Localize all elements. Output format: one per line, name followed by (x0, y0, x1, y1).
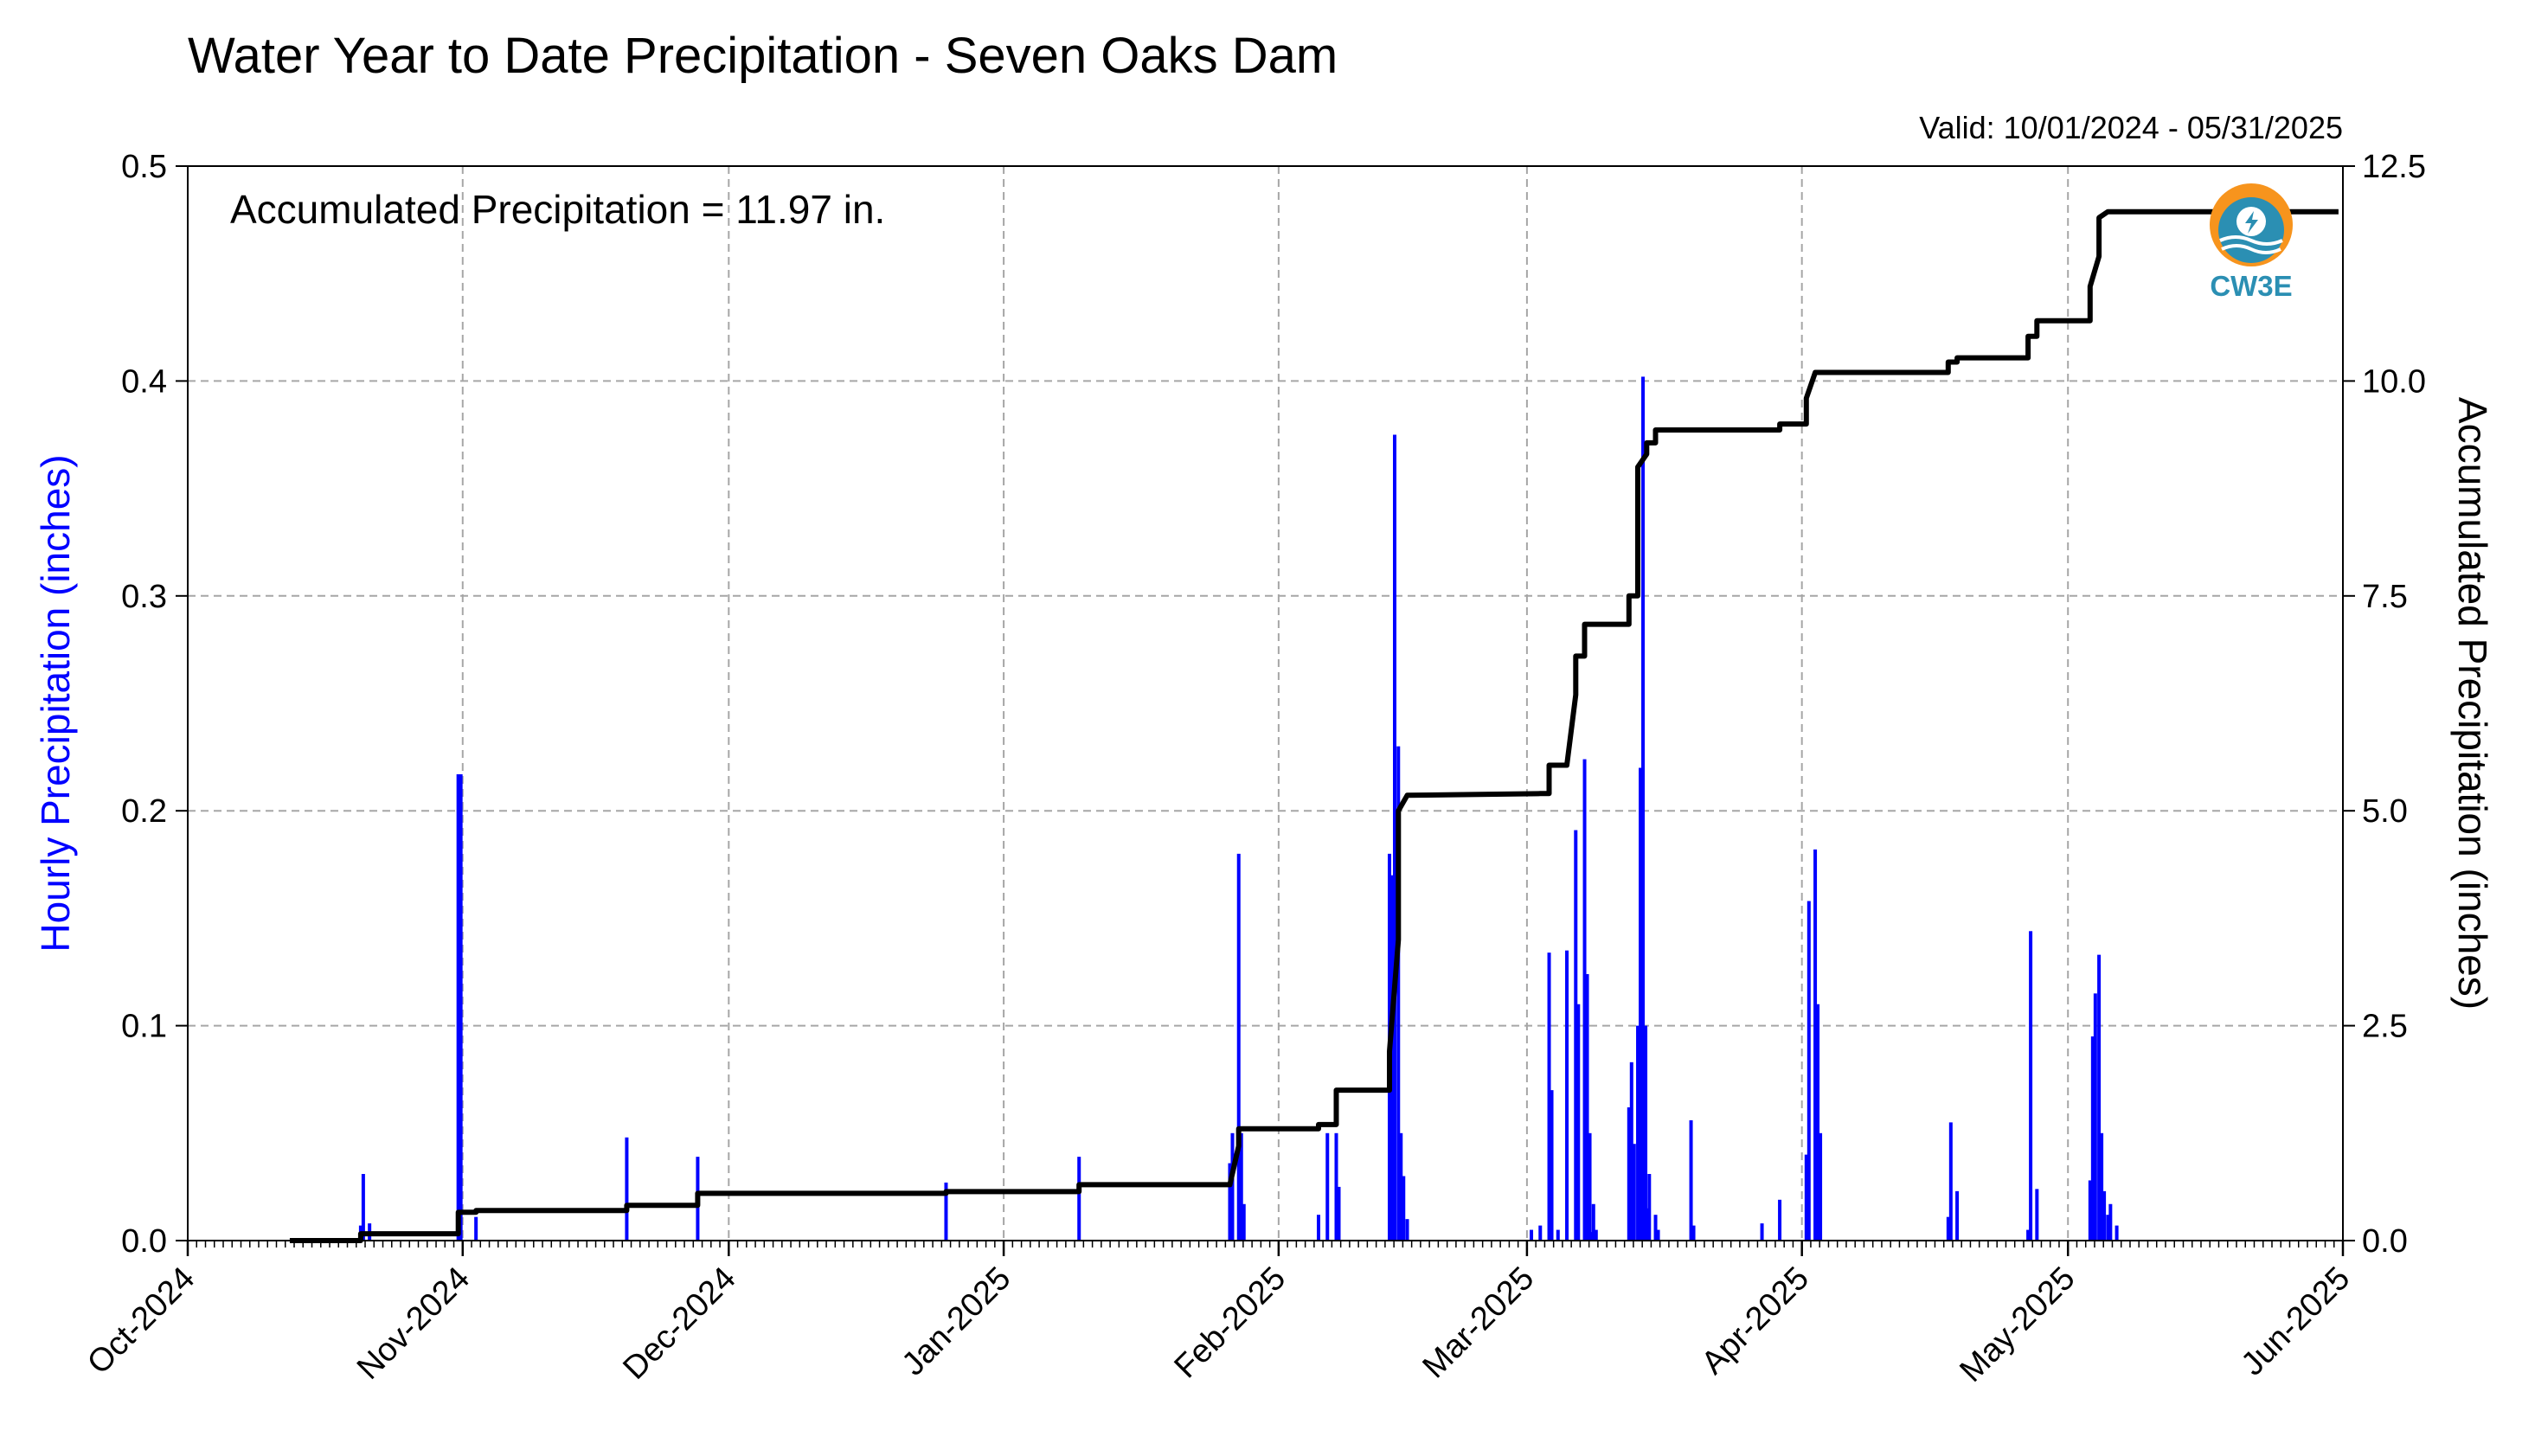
y-axis-right-label: Accumulated Precipitation (inches) (2450, 397, 2495, 1010)
hourly-precip-bar (1813, 849, 1818, 1241)
hourly-precip-bar (1946, 1216, 1950, 1241)
hourly-precip-bar (1639, 767, 1643, 1241)
hourly-precip-bar (1819, 1132, 1823, 1241)
logo-waves (2219, 235, 2283, 254)
hourly-precip-bar (1594, 1229, 1598, 1241)
hourly-precip-bar (1806, 901, 1811, 1241)
hourly-precip-bar (2090, 1036, 2095, 1241)
hourly-precip-bar (1948, 1122, 1953, 1241)
hourly-precip-bar (2102, 1190, 2107, 1241)
logo-text: CW3E (2210, 270, 2292, 302)
hourly-precip-bar (1538, 1225, 1543, 1241)
hourly-precip-bar (2097, 954, 2102, 1241)
y-right-tick-label: 0.0 (2362, 1223, 2408, 1260)
hourly-precip-bar (1653, 1215, 1658, 1241)
hourly-precip-bar (1565, 950, 1569, 1241)
hourly-precip-bar (2088, 1180, 2092, 1241)
hourly-precip-bar (1399, 1132, 1403, 1241)
y-right-tick-label: 12.5 (2362, 149, 2426, 185)
hourly-precip-bar (1230, 1132, 1235, 1241)
accumulated-precip-line (289, 208, 2339, 1243)
hourly-precip-bar (1760, 1223, 1764, 1241)
hourly-precip-bar (1334, 1132, 1338, 1241)
plot-frame (187, 165, 2344, 1241)
hourly-precip-bar (1325, 1132, 1330, 1241)
y-right-tick-label: 5.0 (2362, 793, 2408, 830)
hourly-precip-bar (1317, 1215, 1321, 1241)
hourly-precip-bar (1632, 1144, 1636, 1241)
y-right-tick-label: 7.5 (2362, 579, 2408, 615)
hourly-precip-bar (1591, 1203, 1595, 1241)
hourly-precip-bar (1636, 1025, 1640, 1241)
hourly-precip-bar (1390, 875, 1395, 1241)
y-left-tick-label: 0.2 (121, 793, 167, 830)
hourly-precip-bar (1585, 973, 1589, 1241)
valid-date-range: Valid: 10/01/2024 - 05/31/2025 (1919, 110, 2343, 145)
hourly-precip-bar (944, 1182, 948, 1241)
hourly-precip-bar (1644, 1025, 1648, 1241)
grid (188, 166, 2343, 1241)
cw3e-logo: CW3E (2210, 183, 2293, 302)
hourly-precip-bar (1627, 1106, 1631, 1241)
y-left-tick-label: 0.4 (121, 363, 167, 400)
y-left-tick-label: 0.1 (121, 1009, 167, 1045)
hourly-precip-bar (1778, 1199, 1782, 1241)
hourly-precip-bar (1582, 759, 1587, 1241)
hourly-precip-bar (1402, 1176, 1406, 1241)
hourly-precip-bar (1689, 1119, 1693, 1241)
hourly-precip-bar (2100, 1132, 2104, 1241)
hourly-precip-bar (2093, 993, 2097, 1241)
hourly-precip-bar (2115, 1225, 2119, 1241)
hourly-precip-bar (2029, 931, 2033, 1241)
hourly-precip-bar (1228, 1163, 1232, 1241)
hourly-precip-bar (1656, 1229, 1660, 1241)
hourly-precip-bar (1242, 1203, 1246, 1241)
y-left-tick-label: 0.5 (121, 149, 167, 185)
hourly-precip-bar (1576, 1004, 1581, 1241)
hourly-precip-bar (2108, 1203, 2113, 1241)
hourly-precip-bar (1337, 1186, 1341, 1241)
hourly-precip-bars (358, 376, 2119, 1241)
hourly-precip-bar (1647, 1173, 1652, 1241)
hourly-precip-bar (1629, 1062, 1633, 1241)
hourly-precip-bar (1641, 376, 1646, 1241)
y-left-tick-label: 0.3 (121, 579, 167, 615)
hourly-precip-bar (456, 773, 460, 1241)
hourly-precip-bar (1530, 1229, 1534, 1241)
hourly-precip-bar (1550, 1090, 1554, 1241)
hourly-precip-bar (1691, 1225, 1696, 1241)
accumulated-annotation: Accumulated Precipitation = 11.97 in. (230, 187, 885, 232)
y-axis-right: 0.0 2.5 5.0 7.5 10.0 12.5 (2343, 149, 2426, 1260)
lightning-icon (2245, 211, 2258, 234)
hourly-precip-bar (2106, 1215, 2110, 1241)
y-right-tick-label: 10.0 (2362, 363, 2426, 400)
hourly-precip-bar (361, 1173, 365, 1241)
y-axis-left: 0.0 0.1 0.2 0.3 0.4 0.5 (121, 149, 188, 1260)
chart-title: Water Year to Date Precipitation - Seven… (188, 28, 1338, 84)
hourly-precip-bar (1955, 1190, 1960, 1241)
hourly-precip-bar (1396, 746, 1401, 1241)
hourly-precip-bar (2026, 1229, 2031, 1241)
y-left-tick-label: 0.0 (121, 1223, 167, 1260)
hourly-precip-bar (1236, 853, 1241, 1241)
hourly-precip-bar (459, 773, 463, 1241)
hourly-precip-bar (1816, 1004, 1820, 1241)
hourly-precip-bar (1547, 952, 1551, 1241)
hourly-precip-bar (2035, 1189, 2039, 1241)
hourly-precip-bar (1588, 1132, 1592, 1241)
y-right-tick-label: 2.5 (2362, 1009, 2408, 1045)
hourly-precip-bar (1556, 1229, 1560, 1241)
hourly-precip-bar (1077, 1157, 1081, 1241)
hourly-precip-bar (1405, 1219, 1409, 1241)
hourly-precip-bar (1804, 1154, 1808, 1241)
hourly-precip-bar (474, 1216, 478, 1241)
hourly-precip-bar (1239, 1132, 1243, 1241)
hourly-precip-bar (625, 1137, 629, 1241)
hourly-precip-bar (1393, 434, 1397, 1241)
hourly-precip-bar (1645, 1208, 1649, 1241)
hourly-precip-bar (1574, 830, 1578, 1241)
y-axis-left-label: Hourly Precipitation (inches) (33, 454, 78, 952)
